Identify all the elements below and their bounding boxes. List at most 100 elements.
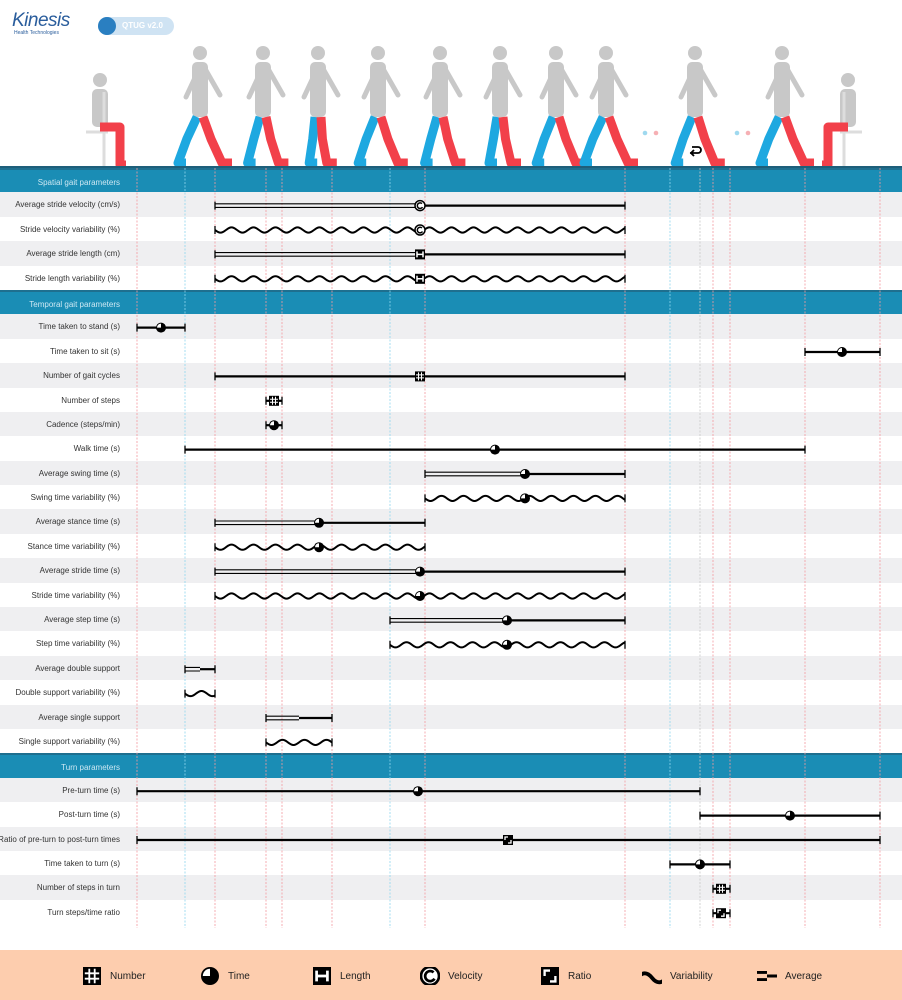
section-title: Spatial gait parameters: [37, 178, 120, 187]
parameter-label: Time taken to turn (s): [44, 858, 120, 868]
parameter-row: Number of gait cycles: [0, 363, 902, 388]
parameter-row: Average swing time (s): [0, 460, 902, 486]
section-title: Temporal gait parameters: [29, 299, 120, 309]
parameter-label: Stride length variability (%): [24, 273, 120, 283]
walking-figure: [243, 46, 289, 168]
section-header: Temporal gait parameters: [0, 289, 902, 315]
variability-glyph: [642, 971, 662, 985]
parameter-table: Spatial gait parameters Average stride ve…: [0, 168, 902, 925]
walking-figure: [301, 46, 341, 168]
parameter-row: Time taken to stand (s): [0, 314, 902, 339]
ellipsis-dot: [653, 130, 659, 136]
walking-figure: [755, 46, 814, 168]
walking-figure: [531, 46, 586, 168]
legend-label: Average: [785, 970, 823, 982]
parameter-label: Step time variability (%): [35, 639, 120, 649]
section-title: Turn parameters: [61, 763, 120, 773]
legend-label: Number: [110, 970, 146, 982]
parameter-row: Number of steps: [0, 387, 902, 412]
parameter-row: Average stride length (cm): [0, 241, 902, 266]
parameter-row: Cadence (steps/min): [0, 411, 902, 437]
legend-label: Length: [340, 970, 371, 982]
legend-item-time: Time: [200, 967, 250, 985]
parameter-row: Stride velocity variability (%): [0, 216, 902, 242]
walking-figure: [670, 46, 725, 168]
parameter-label: Average single support: [38, 712, 120, 722]
app-icon: [98, 17, 116, 35]
walking-figure: [353, 46, 408, 168]
parameter-label: Number of steps in turn: [36, 883, 120, 893]
time-icon: [201, 967, 219, 985]
parameter-row: Average double support: [0, 655, 902, 681]
legend-item-variability: Variability: [642, 967, 713, 985]
parameter-label: Ratio of pre-turn to post-turn times: [0, 834, 120, 844]
parameter-label: Average double support: [35, 663, 120, 673]
parameter-label: Average stride velocity (cm/s): [15, 200, 120, 210]
logo-text: Kinesis: [12, 10, 70, 31]
parameter-row: Swing time variability (%): [0, 485, 902, 510]
time-glyph: [201, 967, 219, 985]
legend-item-length: Length: [312, 967, 371, 985]
parameter-row: Average stride time (s): [0, 558, 902, 583]
variability-icon: [642, 971, 662, 985]
header-area: Kinesis Health Technologies QTUG v2.0: [0, 0, 902, 168]
parameter-row: Time taken to turn (s): [0, 850, 902, 876]
number-glyph: [83, 967, 101, 985]
parameter-row: Stride time variability (%): [0, 582, 902, 608]
parameter-row: Double support variability (%): [0, 680, 902, 705]
logo-subtext: Health Technologies: [14, 30, 59, 36]
legend-item-velocity: Velocity: [420, 967, 482, 985]
parameter-row: Stride length variability (%): [0, 265, 902, 290]
ellipsis-dot: [734, 130, 740, 136]
parameter-row: Turn steps/time ratio: [0, 899, 902, 925]
turn-arrow-icon: [689, 146, 702, 157]
parameter-row: Average step time (s): [0, 607, 902, 632]
parameter-label: Average stride length (cm): [26, 249, 120, 259]
ellipsis-dot: [745, 130, 751, 136]
parameter-label: Time taken to sit (s): [50, 346, 120, 356]
walking-figure: [483, 46, 523, 168]
parameter-label: Average stance time (s): [35, 517, 120, 527]
legend-item-average: Average: [757, 967, 822, 985]
parameter-label: Cadence (steps/min): [46, 419, 120, 429]
app-badge: QTUG v2.0: [98, 17, 174, 35]
chair: [86, 92, 108, 168]
parameter-label: Average stride time (s): [39, 566, 120, 576]
parameter-label: Walk time (s): [73, 444, 120, 454]
parameter-row: Single support variability (%): [0, 728, 902, 754]
chair: [840, 92, 862, 168]
parameter-label: Double support variability (%): [15, 688, 121, 698]
parameter-label: Stride velocity variability (%): [19, 224, 120, 234]
parameter-label: Turn steps/time ratio: [47, 907, 120, 917]
app-badge-label: QTUG v2.0: [122, 21, 163, 30]
parameter-row: Number of steps in turn: [0, 875, 902, 900]
velocity-glyph: [420, 967, 440, 985]
ellipsis-dot: [642, 130, 648, 136]
parameter-row: Pre-turn time (s): [0, 777, 902, 803]
walking-figure: [173, 46, 232, 168]
parameter-label: Stance time variability (%): [27, 541, 120, 551]
section-header: Spatial gait parameters: [0, 168, 902, 193]
average-glyph: [757, 970, 777, 982]
average-icon: [757, 970, 777, 982]
parameter-label: Time taken to stand (s): [38, 322, 120, 332]
ratio-icon: [541, 967, 559, 985]
legend-label: Time: [228, 970, 250, 982]
seated-figure: [86, 73, 126, 168]
parameter-label: Stride time variability (%): [31, 590, 120, 600]
parameter-label: Average swing time (s): [38, 468, 120, 478]
seated-figure: [822, 73, 862, 168]
legend-item-ratio: Ratio: [540, 967, 591, 985]
parameter-label: Number of gait cycles: [43, 371, 120, 381]
kinesis-logo: Kinesis Health Technologies: [12, 10, 70, 36]
parameter-row: Ratio of pre-turn to post-turn times: [0, 826, 902, 851]
parameter-row: Post-turn time (s): [0, 802, 902, 827]
legend-item-number: Number: [82, 967, 146, 985]
ratio-glyph: [541, 967, 559, 985]
parameter-row: Average single support: [0, 704, 902, 729]
parameter-label: Single support variability (%): [18, 736, 120, 746]
parameter-row: Time taken to sit (s): [0, 338, 902, 364]
legend-label: Velocity: [448, 970, 483, 982]
length-glyph: [313, 967, 331, 985]
legend-label: Variability: [670, 970, 713, 982]
